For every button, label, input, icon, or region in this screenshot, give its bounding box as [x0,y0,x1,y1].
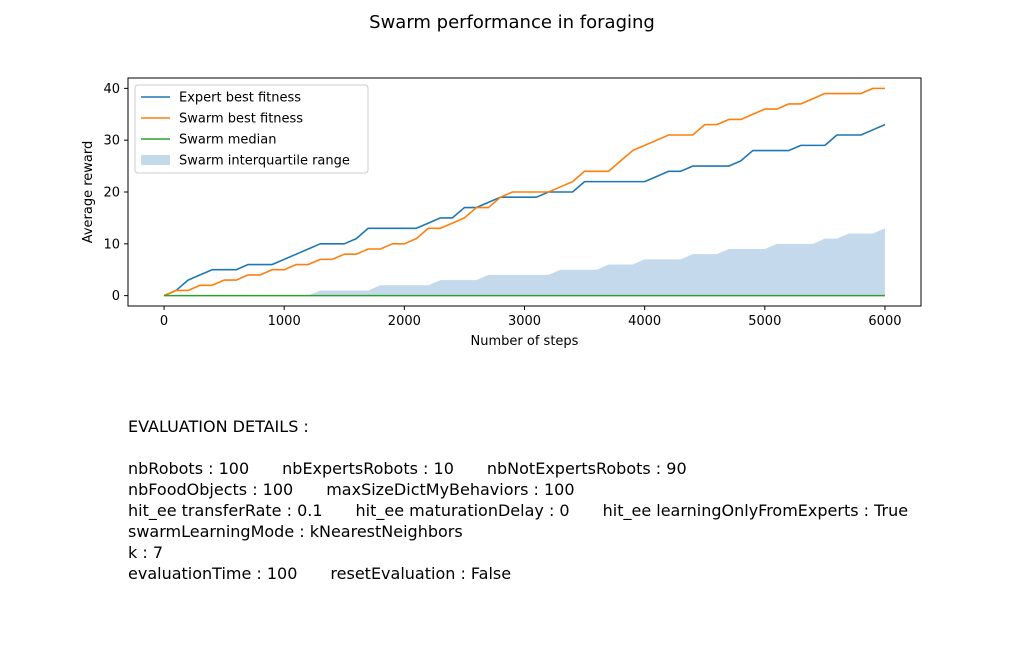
details-rows: nbRobots : 100 nbExpertsRobots : 10 nbNotE… [128,458,908,584]
details-row: k : 7 [128,542,908,563]
details-item: nbExpertsRobots : 10 [282,459,454,478]
legend-label: Swarm median [179,133,277,148]
x-tick-label: 6000 [868,314,901,329]
x-tick-label: 1000 [268,314,301,329]
legend-label: Swarm best fitness [179,112,303,127]
details-item: evaluationTime : 100 [128,564,298,583]
details-item: hit_ee learningOnlyFromExperts : True [602,501,909,520]
details-row: evaluationTime : 100 resetEvaluation : Fa… [128,563,908,584]
details-row: nbRobots : 100 nbExpertsRobots : 10 nbNotE… [128,458,908,479]
details-item: resetEvaluation : False [330,564,512,583]
x-tick-label: 4000 [628,314,661,329]
details-item: maxSizeDictMyBehaviors : 100 [326,480,575,499]
details-row: hit_ee transferRate : 0.1 hit_ee maturati… [128,500,908,521]
evaluation-details: EVALUATION DETAILS : nbRobots : 100 nbExp… [128,416,908,584]
y-tick-label: 40 [103,82,120,97]
y-tick-label: 0 [112,289,120,304]
details-row: swarmLearningMode : kNearestNeighbors [128,521,908,542]
legend-swatch [141,155,170,165]
x-tick-label: 3000 [508,314,541,329]
details-row: nbFoodObjects : 100 maxSizeDictMyBehavior… [128,479,908,500]
details-item: nbRobots : 100 [128,459,250,478]
legend-label: Swarm interquartile range [179,154,350,169]
series-area-swarm-interquartile-range [164,228,885,296]
y-tick-label: 10 [103,237,120,252]
series-line-expert-best-fitness [163,123,886,297]
y-tick-label: 30 [103,134,120,149]
details-item: hit_ee maturationDelay : 0 [355,501,570,520]
x-tick-label: 5000 [748,314,781,329]
details-item: hit_ee transferRate : 0.1 [128,501,323,520]
y-tick-label: 20 [103,186,120,201]
details-item: nbFoodObjects : 100 [128,480,294,499]
legend-label: Expert best fitness [179,91,301,106]
chart-title: Swarm performance in foraging [369,12,655,33]
details-heading: EVALUATION DETAILS : [128,417,309,436]
details-item: swarmLearningMode : kNearestNeighbors [128,522,463,541]
legend: Expert best fitness Swarm best fitness Swa… [134,84,369,174]
y-axis-label: Average reward [81,141,96,244]
x-axis-label: Number of steps [471,334,579,349]
details-item: nbNotExpertsRobots : 90 [486,459,687,478]
details-item: k : 7 [128,543,164,562]
x-tick-label: 2000 [388,314,421,329]
x-tick-label: 0 [160,314,168,329]
legend-box [134,84,369,174]
series-line-swarm-best-fitness [163,87,885,297]
